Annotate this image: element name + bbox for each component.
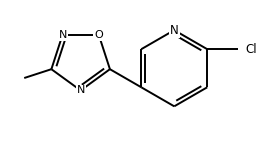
- Text: Cl: Cl: [245, 43, 256, 56]
- Text: N: N: [58, 30, 67, 40]
- Text: N: N: [77, 85, 85, 95]
- Text: N: N: [170, 24, 179, 37]
- Text: O: O: [94, 30, 103, 40]
